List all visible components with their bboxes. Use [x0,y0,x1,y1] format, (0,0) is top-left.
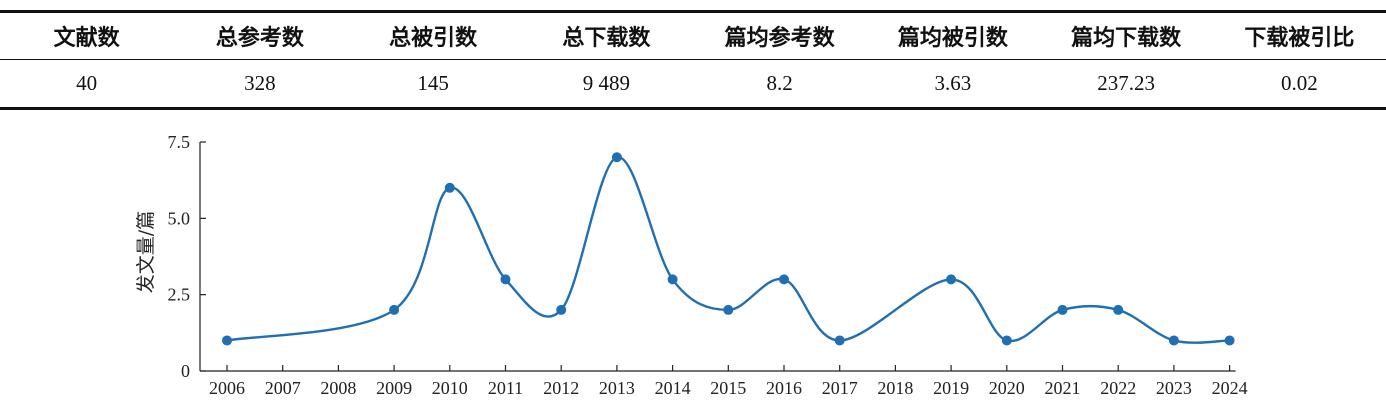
y-tick-label: 7.5 [168,132,191,152]
header-avg-citations: 篇均被引数 [866,10,1040,60]
x-tick-label: 2013 [599,378,635,398]
x-tick-label: 2011 [488,378,523,398]
series-points [222,152,1235,346]
header-avg-downloads: 篇均下载数 [1039,10,1213,60]
x-tick-label: 2018 [877,378,913,398]
y-axis-title: 发文量/篇 [135,211,157,293]
x-tick-label: 2012 [543,378,579,398]
x-tick-label: 2015 [710,378,746,398]
data-point [667,274,678,285]
value-total-citations: 145 [346,59,520,110]
data-point [500,274,511,285]
x-tick-label: 2010 [432,378,468,398]
data-point [556,304,567,315]
value-avg-downloads: 237.23 [1039,59,1213,110]
value-avg-citations: 3.63 [866,59,1040,110]
data-point [389,304,400,315]
data-point [1057,304,1068,315]
data-point [1001,335,1012,346]
y-tick-labels: 0 2.5 5.0 7.5 [168,132,206,381]
header-total-citations: 总被引数 [346,10,520,60]
stats-header-row: 文献数 总参考数 总被引数 总下载数 篇均参考数 篇均被引数 篇均下载数 下载被… [0,10,1386,60]
x-tick-label: 2006 [209,378,245,398]
data-point [444,182,455,193]
data-point [611,152,622,163]
x-tick-label: 2009 [376,378,412,398]
header-total-references: 总参考数 [173,10,347,60]
publication-trend-chart: 02.55.07.5 2006 2007 2008 2009 2010 2011 2012 2… [135,132,1248,398]
data-point [834,335,845,346]
x-tick-label: 2017 [822,378,858,398]
x-tick-label: 2008 [320,378,356,398]
header-doc-count: 文献数 [0,10,174,60]
stats-value-row: 40 328 145 9 489 8.2 3.63 237.23 0.02 [0,59,1386,110]
data-point [946,274,957,285]
x-tick-label: 2007 [265,378,301,398]
header-total-downloads: 总下载数 [519,10,693,60]
x-tick-label: 2021 [1045,378,1081,398]
x-tick-label: 2014 [655,378,691,398]
header-download-citation-ratio: 下载被引比 [1212,10,1386,60]
x-tick-label: 2016 [766,378,802,398]
data-point [1113,304,1124,315]
x-tick-labels: 2006 2007 2008 2009 2010 2011 2012 2013 2014 2015… [209,365,1248,398]
value-total-downloads: 9 489 [519,59,693,110]
data-point [1224,335,1235,346]
x-tick-label: 2020 [989,378,1025,398]
header-avg-references: 篇均参考数 [693,10,867,60]
x-tick-label: 2023 [1156,378,1192,398]
x-tick-label: 2022 [1100,378,1136,398]
data-point [723,304,734,315]
chart-axes [199,142,1236,372]
x-tick-label: 2019 [933,378,969,398]
value-download-citation-ratio: 0.02 [1212,59,1386,110]
y-tick-label: 2.5 [168,285,191,305]
stats-table: 文献数 总参考数 总被引数 总下载数 篇均参考数 篇均被引数 篇均下载数 下载被… [0,10,1386,110]
value-avg-references: 8.2 [693,59,867,110]
data-point [222,335,232,346]
value-total-references: 328 [173,59,347,110]
x-tick-label: 2024 [1212,378,1248,398]
y-tick-label: 0 [181,361,190,381]
data-point [779,274,789,285]
value-doc-count: 40 [0,59,174,110]
data-point [1168,335,1179,346]
y-tick-label: 5.0 [168,208,191,228]
